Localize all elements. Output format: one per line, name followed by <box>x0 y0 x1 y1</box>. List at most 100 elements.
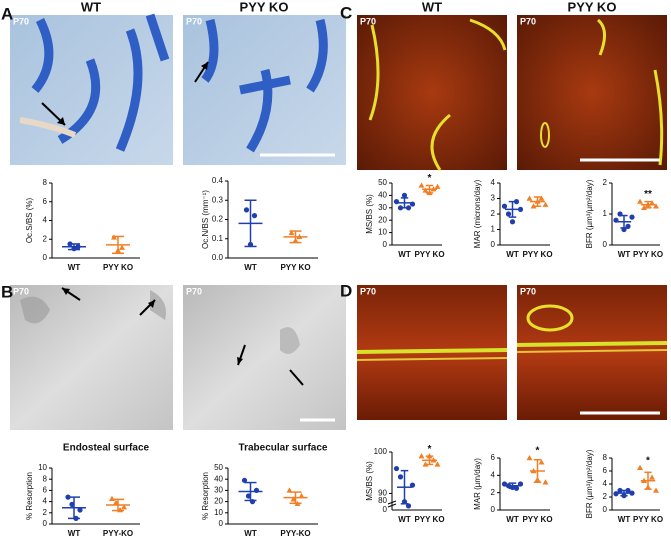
x-tick-label: PYY-KO <box>280 529 310 536</box>
data-point <box>393 199 400 205</box>
image-a-wt <box>10 13 173 165</box>
y-tick-label: 0 <box>491 505 496 514</box>
data-point <box>542 479 549 485</box>
x-tick-label: PYY KO <box>633 250 663 259</box>
x-tick-label: WT <box>618 250 631 259</box>
y-tick-label: 0 <box>43 519 48 528</box>
data-point <box>526 455 533 461</box>
data-point <box>501 203 508 209</box>
image-a-ko <box>183 15 346 165</box>
age-label: P70 <box>186 16 202 26</box>
data-point <box>513 199 520 205</box>
x-tick-label: WT <box>398 250 411 259</box>
y-tick-label: 50 <box>378 178 387 187</box>
data-point <box>509 219 516 225</box>
y-tick-label: 8 <box>603 453 608 462</box>
y-tick-label: 0.2 <box>212 215 224 224</box>
data-point <box>65 494 71 500</box>
data-point <box>641 204 647 210</box>
age-label: P70 <box>360 286 376 296</box>
y-axis-label: MS/BS (%) <box>365 461 374 501</box>
y-axis-label: % Resorption <box>201 472 210 520</box>
significance: ** <box>644 189 652 200</box>
image-b-endosteal <box>10 285 173 430</box>
x-tick-label: PYY KO <box>522 515 552 524</box>
y-tick-label: 6 <box>603 466 608 475</box>
data-point <box>409 482 416 488</box>
significance: * <box>428 444 432 455</box>
y-tick-label: 30 <box>378 203 387 212</box>
data-point <box>290 496 297 502</box>
data-point <box>621 226 627 233</box>
x-tick-label: WT <box>244 529 257 536</box>
data-point <box>393 465 400 472</box>
header: PYY KO <box>240 0 289 14</box>
y-tick-label: 1 <box>603 209 608 218</box>
data-point <box>434 461 441 467</box>
data-point <box>430 457 437 463</box>
data-point <box>653 487 659 493</box>
x-tick-label: WT <box>618 515 631 524</box>
x-tick-label: PYY-KO <box>103 529 133 536</box>
data-point <box>505 483 512 489</box>
image-b-trabecular <box>183 285 346 430</box>
y-tick-label: 40 <box>378 191 387 200</box>
data-point <box>251 213 258 219</box>
data-point <box>517 481 524 487</box>
data-point <box>288 229 295 236</box>
data-point <box>71 246 77 252</box>
data-point <box>434 183 441 189</box>
y-axis-label: MAR (µm/day) <box>473 458 482 510</box>
y-tick-label: 20 <box>214 497 223 506</box>
data-point <box>119 244 125 250</box>
header: PYY KO <box>568 0 617 14</box>
data-point <box>418 182 425 188</box>
data-point <box>243 207 250 213</box>
y-tick-label: 30 <box>214 486 223 495</box>
y-tick-label: 10 <box>38 463 47 472</box>
x-tick-label: WT <box>398 515 411 524</box>
y-tick-label: 4 <box>43 497 48 506</box>
x-tick-label: PYY KO <box>414 250 444 259</box>
y-axis-label: BFR (µm³/µm²/day) <box>585 449 594 518</box>
data-point <box>401 499 408 505</box>
image-d-ko <box>516 285 668 420</box>
data-point <box>113 499 119 505</box>
data-point <box>613 217 619 223</box>
y-tick-label: 6 <box>491 453 496 462</box>
data-point <box>645 484 651 490</box>
y-tick-label: 0 <box>491 240 496 249</box>
data-point <box>292 237 299 243</box>
y-tick-label: 90 <box>378 489 387 498</box>
age-label: P70 <box>13 16 29 26</box>
header: WT <box>422 0 442 14</box>
data-point <box>517 206 524 212</box>
x-tick-label: PYY KO <box>103 263 133 272</box>
panel-label: A <box>1 4 13 23</box>
panel-label: D <box>340 281 352 300</box>
x-tick-label: WT <box>68 263 81 272</box>
panel-label: B <box>1 282 13 301</box>
data-point <box>617 487 623 494</box>
data-point <box>405 205 412 211</box>
y-tick-label: 0 <box>219 519 224 528</box>
data-point <box>613 491 619 497</box>
data-point <box>530 203 537 209</box>
y-tick-label: 3 <box>491 194 496 203</box>
data-point <box>641 477 647 483</box>
y-tick-label: 2 <box>43 508 48 517</box>
x-tick-label: WT <box>506 250 519 259</box>
y-tick-label: 4 <box>43 216 48 225</box>
y-tick-label: 4 <box>491 470 496 479</box>
y-tick-label: 50 <box>214 463 223 472</box>
y-tick-label: 0.3 <box>212 195 224 204</box>
data-point <box>405 503 412 509</box>
x-tick-label: PYY KO <box>633 515 663 524</box>
data-point <box>245 493 252 499</box>
y-tick-label: 0.4 <box>212 176 224 185</box>
x-tick-label: WT <box>68 529 81 536</box>
data-point <box>653 203 659 209</box>
y-axis-label: MS/BS (%) <box>365 194 374 234</box>
y-axis-label: Oc.N/BS (mm⁻¹) <box>201 190 210 249</box>
